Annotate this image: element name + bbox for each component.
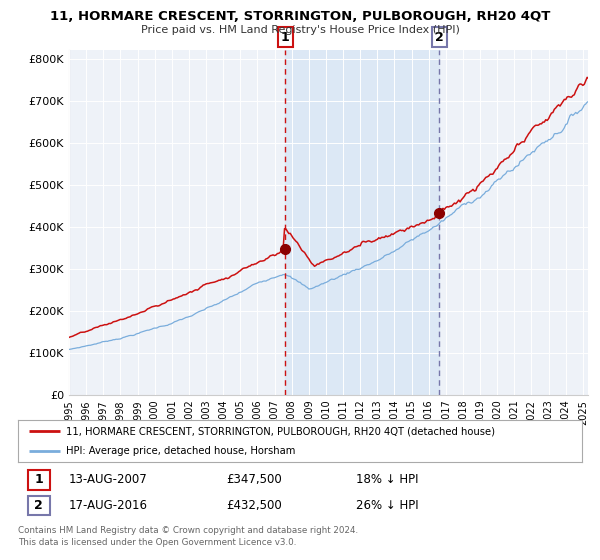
Text: Contains HM Land Registry data © Crown copyright and database right 2024.
This d: Contains HM Land Registry data © Crown c… [18,526,358,547]
Text: 18% ↓ HPI: 18% ↓ HPI [356,473,419,487]
Text: 13-AUG-2007: 13-AUG-2007 [69,473,148,487]
Text: 1: 1 [281,30,290,44]
Text: 2: 2 [435,30,443,44]
Text: 26% ↓ HPI: 26% ↓ HPI [356,499,419,512]
Text: £432,500: £432,500 [227,499,283,512]
FancyBboxPatch shape [28,470,50,489]
Text: HPI: Average price, detached house, Horsham: HPI: Average price, detached house, Hors… [66,446,295,456]
Text: £347,500: £347,500 [227,473,283,487]
FancyBboxPatch shape [28,496,50,515]
Bar [285,50,439,395]
Text: 17-AUG-2016: 17-AUG-2016 [69,499,148,512]
Text: 1: 1 [34,473,43,487]
Text: 2: 2 [34,499,43,512]
Text: 11, HORMARE CRESCENT, STORRINGTON, PULBOROUGH, RH20 4QT (detached house): 11, HORMARE CRESCENT, STORRINGTON, PULBO… [66,426,495,436]
Text: 11, HORMARE CRESCENT, STORRINGTON, PULBOROUGH, RH20 4QT: 11, HORMARE CRESCENT, STORRINGTON, PULBO… [50,10,550,22]
Text: Price paid vs. HM Land Registry's House Price Index (HPI): Price paid vs. HM Land Registry's House … [140,25,460,35]
